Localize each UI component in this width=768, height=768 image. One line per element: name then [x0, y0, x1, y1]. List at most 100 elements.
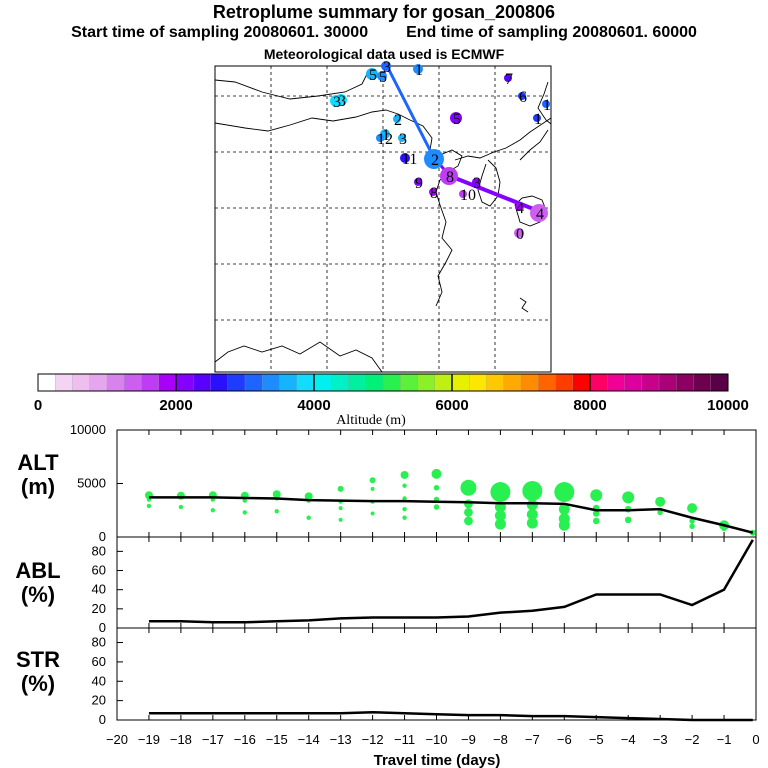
alt-point	[526, 509, 538, 521]
alt-point	[337, 485, 344, 492]
alt-point	[210, 508, 216, 513]
x-tick-label: −6	[557, 732, 572, 747]
colorbar-cell	[555, 373, 574, 392]
alt-point	[369, 477, 376, 484]
colorbar-cell	[141, 373, 160, 392]
map-marker-label: 8	[446, 169, 454, 186]
colorbar-cell	[400, 373, 419, 392]
map-marker-dot	[376, 134, 384, 142]
y-tick-label: 20	[92, 693, 106, 708]
y-tick-label: 5000	[77, 476, 106, 491]
map-marker-dot	[518, 92, 526, 100]
map-marker-label: 5	[369, 67, 377, 84]
map-marker: 1	[413, 62, 423, 79]
map-marker: 10	[459, 187, 476, 204]
border-line-north	[214, 71, 369, 100]
colorbar-cell	[486, 373, 505, 392]
colorbar-cell	[365, 373, 384, 392]
alt-point	[338, 517, 343, 522]
colorbar-tick-label: 2000	[159, 397, 192, 414]
map-marker: 8	[429, 185, 438, 202]
x-tick-label: −5	[589, 732, 604, 747]
x-tick-label: −11	[394, 732, 415, 747]
map-marker-label: 5	[453, 111, 461, 128]
alt-point	[402, 496, 407, 501]
colorbar-frame	[37, 373, 729, 392]
colorbar-cell	[641, 373, 660, 392]
map-marker-dot	[393, 115, 401, 123]
alt-point	[338, 506, 343, 511]
colorbar-cell	[348, 373, 367, 392]
x-tick-label: −13	[330, 732, 352, 747]
str-line	[148, 711, 753, 722]
map-marker-dot	[459, 190, 467, 198]
map-marker-label: 3	[473, 175, 481, 192]
colorbar-cell	[37, 373, 56, 392]
colorbar-cell	[158, 373, 177, 392]
map-marker-dot	[514, 228, 524, 238]
map-marker-dot	[381, 61, 391, 71]
map-marker-dot	[542, 100, 550, 108]
alt-point	[558, 503, 570, 515]
map-marker-label: 1	[543, 97, 551, 114]
x-tick-label: −4	[621, 732, 636, 747]
y-tick-label: 0	[99, 529, 106, 544]
border-line-west	[214, 109, 387, 132]
colorbar-tick-label: 0	[34, 397, 42, 414]
colorbar-tick-label: 8000	[573, 397, 606, 414]
x-tick-label: −9	[461, 732, 476, 747]
alt-point	[304, 492, 313, 501]
panel-unit: (%)	[21, 582, 55, 607]
colorbar-cell	[624, 373, 643, 392]
map-marker: 8	[440, 167, 458, 186]
alt-point	[460, 479, 477, 496]
sampling-times: Start time of sampling 20080601. 30000 En…	[0, 24, 768, 42]
map-marker-label: 1	[534, 111, 542, 128]
alt-point	[624, 516, 632, 524]
alt-point	[178, 504, 184, 510]
alt-point	[526, 499, 538, 511]
map-marker: 3	[472, 175, 481, 192]
alt-point	[558, 519, 570, 531]
map-marker: 3	[398, 131, 407, 148]
alt-point	[526, 517, 538, 529]
map-marker: 4	[530, 204, 548, 223]
map-marker-dot	[366, 68, 378, 80]
colorbar-cell	[572, 373, 591, 392]
map-marker-label: 7	[505, 71, 513, 88]
y-tick-label: 40	[92, 582, 106, 597]
colorbar-cell	[279, 373, 298, 392]
map-marker-label: 4	[536, 206, 544, 223]
map-marker-dot	[330, 95, 342, 107]
panel-frame	[116, 536, 757, 629]
colorbar-cell	[451, 373, 470, 392]
panel-unit: (m)	[21, 474, 55, 499]
panel-frame	[116, 627, 757, 721]
map-marker: 9	[414, 175, 423, 192]
x-tick-label: −14	[298, 732, 320, 747]
x-tick-label: −8	[493, 732, 508, 747]
colorbar-cell	[658, 373, 677, 392]
colorbar-cell	[244, 373, 263, 392]
alt-point	[306, 515, 311, 520]
colorbar-cell	[693, 373, 712, 392]
colorbar-cell	[589, 373, 608, 392]
colorbar-tick-label: 6000	[435, 397, 468, 414]
map-marker-dot	[424, 149, 444, 169]
colorbar-tick-label: 10000	[707, 397, 749, 414]
alt-point	[464, 516, 473, 526]
panel-frame	[116, 429, 757, 538]
x-tick-label: −18	[170, 732, 192, 747]
alt-point	[494, 518, 506, 530]
map-marker-label: 10	[460, 187, 476, 204]
y-tick-label: 60	[92, 563, 106, 578]
colorbar-cell	[313, 373, 332, 392]
alt-point	[274, 509, 279, 514]
y-tick-label: 10000	[70, 422, 106, 437]
colorbar-cell	[55, 373, 74, 392]
alt-mean-line	[148, 496, 754, 534]
alt-point	[522, 480, 543, 501]
alt-point	[433, 504, 440, 510]
